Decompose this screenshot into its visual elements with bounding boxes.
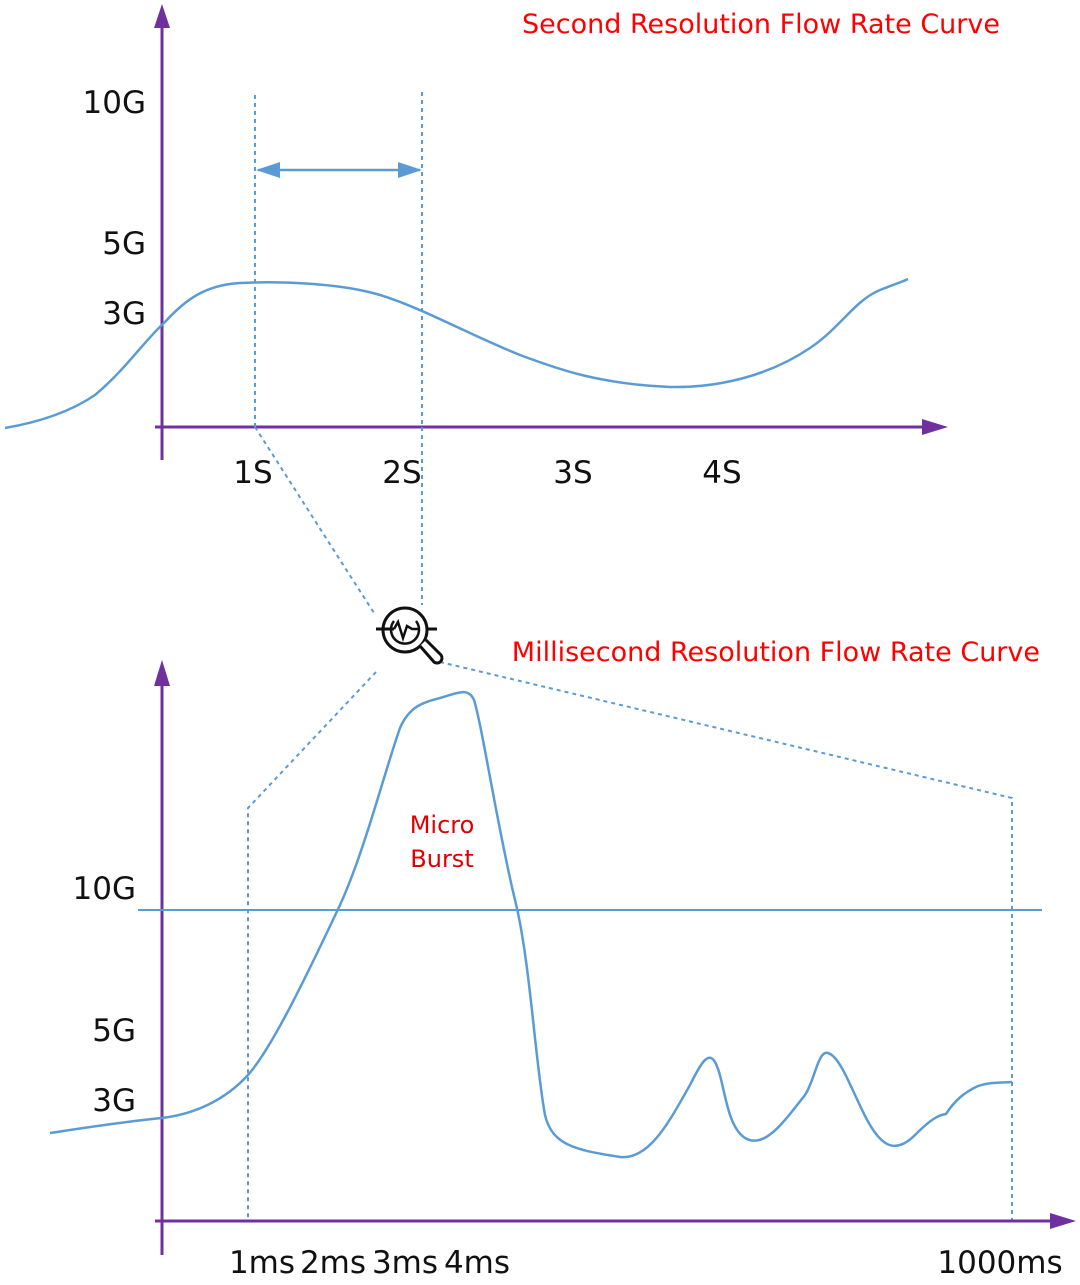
bottom-x-tick-1000ms: 1000ms bbox=[937, 1245, 1062, 1281]
bottom-x-tick-1ms: 1ms bbox=[229, 1245, 295, 1281]
bottom-y-tick-10g: 10G bbox=[73, 871, 136, 907]
second-resolution-chart: Second Resolution Flow Rate Curve 10G 5G… bbox=[4, 4, 1000, 491]
top-y-tick-10g: 10G bbox=[83, 85, 146, 121]
bottom-chart-title: Millisecond Resolution Flow Rate Curve bbox=[512, 637, 1040, 668]
connector-left-top bbox=[254, 426, 375, 614]
connector-left-bottom bbox=[247, 671, 377, 1222]
top-x-arrow-icon bbox=[922, 419, 948, 435]
top-y-tick-3g: 3G bbox=[102, 296, 146, 332]
top-flow-curve bbox=[4, 277, 909, 430]
millisecond-resolution-chart: Millisecond Resolution Flow Rate Curve 1… bbox=[49, 637, 1076, 1281]
micro-burst-label-line1: Micro bbox=[410, 811, 475, 839]
bottom-y-arrow-icon bbox=[154, 660, 170, 686]
bottom-x-tick-4ms: 4ms bbox=[444, 1245, 510, 1281]
bottom-y-tick-5g: 5G bbox=[92, 1013, 136, 1049]
magnifier-pulse-icon bbox=[376, 606, 444, 665]
top-x-tick-3s: 3S bbox=[553, 455, 592, 491]
bottom-y-tick-3g: 3G bbox=[92, 1083, 136, 1119]
bottom-x-tick-3ms: 3ms bbox=[372, 1245, 438, 1281]
top-y-arrow-icon bbox=[154, 4, 170, 28]
top-x-tick-4s: 4S bbox=[702, 455, 741, 491]
bottom-x-arrow-icon bbox=[1050, 1213, 1076, 1229]
top-x-tick-1s: 1S bbox=[233, 455, 272, 491]
micro-burst-label-line2: Burst bbox=[410, 845, 473, 873]
bottom-flow-curve bbox=[49, 690, 1013, 1159]
top-y-tick-5g: 5G bbox=[102, 226, 146, 262]
bottom-x-tick-2ms: 2ms bbox=[300, 1245, 366, 1281]
top-chart-title: Second Resolution Flow Rate Curve bbox=[522, 9, 1000, 40]
top-x-tick-2s: 2S bbox=[382, 455, 421, 491]
connector-right-bottom bbox=[439, 661, 1013, 1222]
zoom-connectors bbox=[247, 426, 1013, 1222]
